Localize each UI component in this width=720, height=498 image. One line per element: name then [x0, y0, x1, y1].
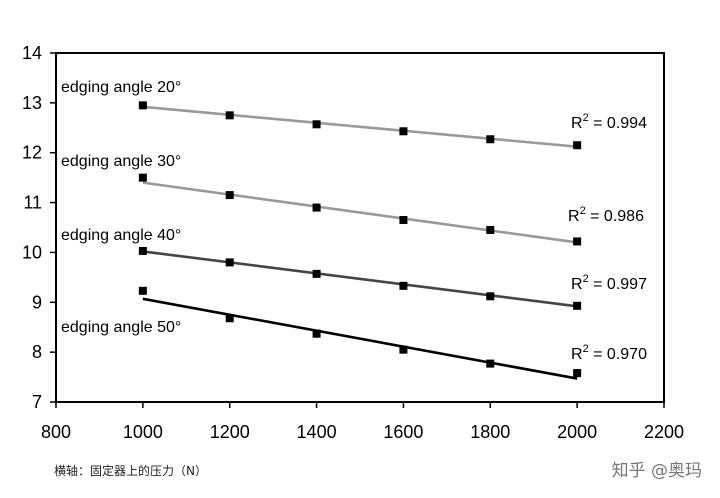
data-point [573, 237, 582, 246]
data-point [312, 269, 321, 278]
r2-label-1: R2 = 0.994 [571, 112, 647, 132]
data-point [399, 127, 408, 136]
data-point [225, 191, 234, 200]
data-point [138, 286, 147, 295]
data-point [225, 314, 234, 323]
r2-label-4: R2 = 0.970 [571, 343, 647, 363]
data-point [138, 101, 147, 110]
data-point [486, 292, 495, 301]
r2-value: 0.997 [607, 276, 647, 293]
x-axis-caption: 横轴：固定器上的压力（N） [54, 464, 207, 478]
data-point [573, 301, 582, 310]
data-point [573, 141, 582, 150]
trend-line-3 [142, 250, 578, 308]
data-point [399, 345, 408, 354]
data-point [138, 173, 147, 182]
data-point [312, 203, 321, 212]
y-tick-label: 13 [22, 93, 42, 113]
x-tick-label: 2200 [644, 422, 684, 442]
data-point [225, 258, 234, 267]
x-tick-label: 1400 [297, 422, 337, 442]
x-tick-label: 2000 [557, 422, 597, 442]
x-tick-label: 1800 [470, 422, 510, 442]
series-label-4: edging angle 50° [61, 319, 181, 336]
plot-frame [55, 52, 665, 403]
trend-line-2 [142, 181, 578, 244]
y-tick-label: 12 [22, 143, 42, 163]
x-tick-label: 1200 [210, 422, 250, 442]
y-tick-label: 8 [32, 342, 42, 362]
y-tick-label: 10 [22, 242, 42, 262]
data-point [138, 246, 147, 255]
series-label-3: edging angle 40° [61, 227, 181, 244]
y-tick-label: 14 [22, 43, 42, 63]
data-point [486, 225, 495, 234]
series-label-2: edging angle 30° [61, 153, 181, 170]
data-point [486, 135, 495, 144]
x-tick-label: 800 [41, 422, 71, 442]
data-point [312, 120, 321, 129]
trend-line-4 [142, 297, 578, 380]
x-tick-label: 1600 [383, 422, 423, 442]
data-point [573, 369, 582, 378]
y-tick-label: 11 [23, 193, 42, 213]
r2-value: 0.994 [607, 115, 647, 132]
watermark: 知乎 @奥玛 [611, 461, 702, 481]
series-label-1: edging angle 20° [61, 79, 181, 96]
x-tick-label: 1000 [123, 422, 163, 442]
y-tick-label: 9 [32, 292, 42, 312]
data-point [225, 111, 234, 120]
data-point [399, 281, 408, 290]
data-point [399, 216, 408, 225]
data-point [486, 359, 495, 368]
r2-label-2: R2 = 0.986 [568, 205, 644, 225]
trend-line-1 [142, 105, 578, 149]
r2-label-3: R2 = 0.997 [571, 273, 647, 293]
data-point [312, 329, 321, 338]
r2-value: 0.970 [607, 346, 647, 363]
r2-value: 0.986 [604, 208, 644, 225]
y-tick-label: 7 [32, 392, 42, 412]
